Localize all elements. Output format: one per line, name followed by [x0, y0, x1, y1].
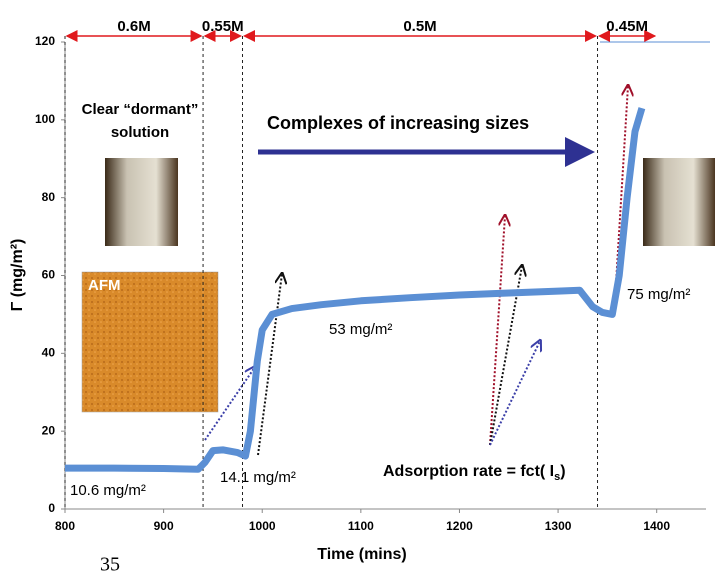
y-tick-label: 0 — [48, 501, 55, 515]
x-axis-label: Time (mins) — [317, 546, 407, 563]
x-tick-label: 1100 — [348, 519, 374, 533]
x-tick-label: 1000 — [249, 519, 276, 533]
annotation: 75 mg/m² — [627, 286, 690, 303]
x-tick-label: 1300 — [545, 519, 572, 533]
annotation: solution — [111, 124, 169, 141]
y-axis-label: Γ (mg/m²) — [9, 239, 26, 312]
annotation: Complexes of increasing sizes — [267, 113, 529, 133]
annotation-part: s — [554, 471, 560, 483]
decorations — [81, 41, 715, 456]
x-tick-label: 900 — [154, 519, 174, 533]
x-tick-label: 1400 — [643, 519, 670, 533]
region-label: 0.5M — [403, 18, 436, 35]
annotation: AFM — [88, 277, 121, 294]
annotation: 14.1 mg/m² — [220, 469, 296, 486]
annotation-part: Adsorption rate = fct( I — [383, 463, 554, 480]
region-label: 0.45M — [606, 18, 648, 35]
x-tick-label: 800 — [55, 519, 75, 533]
annotation: Clear “dormant” — [82, 101, 199, 118]
region-label: 0.55M — [202, 18, 244, 35]
y-tick-label: 60 — [42, 268, 56, 282]
annotation: 10.6 mg/m² — [70, 482, 146, 499]
page-number: 35 — [100, 554, 120, 571]
annotation: Adsorption rate = fct( Is) — [383, 463, 566, 483]
x-tick-label: 1200 — [446, 519, 473, 533]
y-tick-label: 120 — [35, 34, 55, 48]
y-tick-label: 20 — [42, 423, 56, 437]
data-line — [65, 107, 646, 473]
y-tick-label: 100 — [35, 112, 55, 126]
annotation-part: ) — [560, 463, 565, 480]
annotation: 53 mg/m² — [329, 321, 392, 338]
y-tick-label: 80 — [42, 190, 56, 204]
region-label: 0.6M — [117, 18, 150, 35]
y-tick-label: 40 — [42, 346, 56, 360]
